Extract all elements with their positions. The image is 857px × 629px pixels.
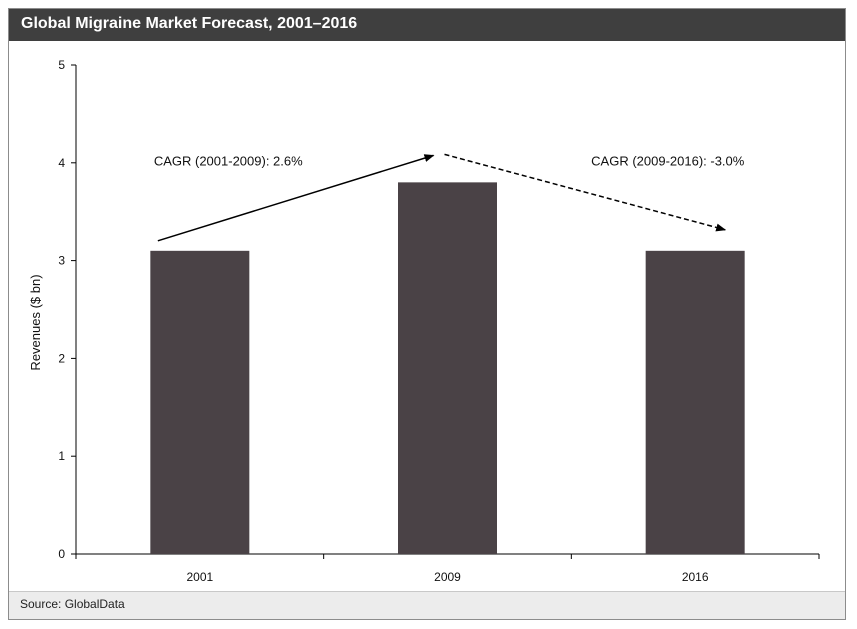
title-bar: Global Migraine Market Forecast, 2001–20… bbox=[9, 9, 845, 41]
bars bbox=[150, 182, 745, 555]
bar-2016 bbox=[645, 250, 745, 554]
cagr-label-2009-2016: CAGR (2009-2016): -3.0% bbox=[591, 153, 745, 168]
y-tick-label: 5 bbox=[58, 58, 65, 72]
y-tick-label: 1 bbox=[58, 449, 65, 463]
cagr-arrow-growth bbox=[157, 154, 435, 242]
cagr-arrow-decline bbox=[444, 153, 727, 232]
x-tick-label: 2016 bbox=[682, 570, 709, 584]
y-axis-label: Revenues ($ bn) bbox=[28, 274, 43, 370]
bar-2009 bbox=[398, 182, 497, 555]
y-tick-label: 0 bbox=[58, 547, 65, 561]
chart-panel: Global Migraine Market Forecast, 2001–20… bbox=[8, 8, 846, 620]
y-axis: 0 1 2 3 4 5 bbox=[58, 58, 77, 561]
source-bar: Source: GlobalData bbox=[9, 591, 845, 619]
y-tick-label: 2 bbox=[58, 351, 65, 365]
bar-2001 bbox=[150, 250, 250, 554]
x-tick-label: 2001 bbox=[186, 570, 213, 584]
source-label: Source: GlobalData bbox=[20, 597, 125, 611]
x-axis: 2001 2009 2016 bbox=[75, 553, 820, 584]
y-tick-label: 3 bbox=[58, 254, 65, 268]
x-tick-label: 2009 bbox=[434, 570, 461, 584]
bar-chart: 0 1 2 3 4 5 2001 2009 2016 CAGR (2001-2009): 2.… bbox=[28, 58, 820, 584]
y-tick-label: 4 bbox=[58, 156, 65, 170]
cagr-label-2001-2009: CAGR (2001-2009): 2.6% bbox=[154, 153, 303, 168]
cagr-annotations: CAGR (2001-2009): 2.6% CAGR (2009-2016): … bbox=[154, 153, 745, 242]
chart-title: Global Migraine Market Forecast, 2001–20… bbox=[21, 15, 358, 32]
